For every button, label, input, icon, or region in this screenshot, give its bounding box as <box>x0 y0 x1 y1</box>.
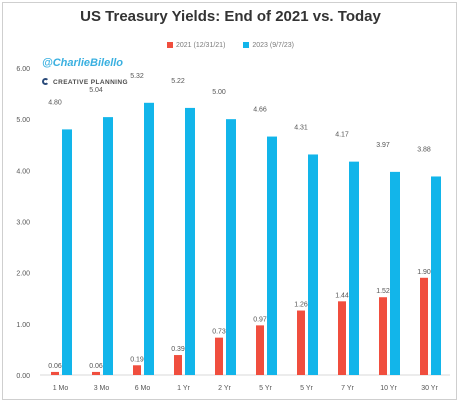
bar-2021 <box>379 297 387 375</box>
data-label-2021: 0.97 <box>253 316 267 323</box>
bar-2023 <box>185 107 195 375</box>
legend-item-2023: 2023 (9/7/23) <box>243 42 294 49</box>
data-label-2021: 1.26 <box>294 302 308 309</box>
y-tick-label: 5.00 <box>16 117 30 124</box>
bar-2021 <box>297 310 305 375</box>
y-tick-label: 1.00 <box>16 322 30 329</box>
brand-logo: CREATIVE PLANNING <box>42 78 128 86</box>
data-label-2021: 0.06 <box>48 363 62 370</box>
y-tick-label: 3.00 <box>16 220 30 227</box>
chart-legend: 2021 (12/31/21) 2023 (9/7/23) <box>0 42 461 49</box>
x-tick-label: 3 Mo <box>94 385 110 392</box>
data-label-2021: 1.90 <box>417 269 431 276</box>
data-label-2021: 0.06 <box>89 363 103 370</box>
bar-2023 <box>144 102 154 375</box>
data-label-2021: 1.44 <box>335 292 349 299</box>
data-label-2023: 4.66 <box>253 107 267 114</box>
bar-2021 <box>133 365 141 375</box>
legend-label-2023: 2023 (9/7/23) <box>252 42 295 49</box>
x-tick-label: 2 Yr <box>218 385 231 392</box>
bar-2021 <box>92 371 100 375</box>
data-label-2023: 5.00 <box>212 89 226 96</box>
data-label-2021: 0.73 <box>212 329 226 336</box>
x-tick-label: 7 Yr <box>341 385 354 392</box>
bar-2023 <box>103 117 113 376</box>
bar-2023 <box>226 119 236 376</box>
bar-2021 <box>420 277 428 375</box>
data-label-2023: 5.04 <box>89 87 103 94</box>
data-label-2023: 5.22 <box>171 78 185 85</box>
x-tick-label: 1 Yr <box>177 385 190 392</box>
data-label-2023: 4.80 <box>48 99 62 106</box>
x-tick-label: 30 Yr <box>421 385 438 392</box>
y-tick-label: 4.00 <box>16 168 30 175</box>
legend-swatch-2023 <box>243 42 250 48</box>
legend-label-2021: 2021 (12/31/21) <box>175 42 226 49</box>
bar-2023 <box>308 154 318 375</box>
x-tick-label: 6 Mo <box>135 385 151 392</box>
y-tick-label: 2.00 <box>16 271 30 278</box>
data-label-2023: 3.97 <box>376 142 390 149</box>
bar-2021 <box>51 371 59 375</box>
chart-title: US Treasury Yields: End of 2021 vs. Toda… <box>80 8 381 25</box>
data-label-2023: 4.17 <box>335 132 349 139</box>
legend-item-2021: 2021 (12/31/21) <box>166 42 226 49</box>
bar-2023 <box>267 136 277 375</box>
bar-2023 <box>390 171 400 375</box>
data-label-2023: 3.88 <box>417 146 431 153</box>
legend-swatch-2021 <box>166 42 173 48</box>
data-label-2023: 5.32 <box>130 73 144 80</box>
bar-2023 <box>349 161 359 375</box>
y-tick-label: 0.00 <box>16 373 30 380</box>
bar-2023 <box>431 176 441 375</box>
x-tick-label: 5 Yr <box>300 385 313 392</box>
y-tick-label: 6.00 <box>16 66 30 73</box>
data-label-2021: 0.39 <box>171 346 185 353</box>
x-tick-label: 5 Yr <box>259 385 272 392</box>
bar-2021 <box>338 301 346 375</box>
bar-2021 <box>174 355 182 375</box>
creative-planning-logo-icon <box>42 78 49 85</box>
bar-2021 <box>215 337 223 375</box>
x-tick-label: 10 Yr <box>380 385 397 392</box>
data-label-2021: 0.19 <box>130 356 144 363</box>
data-label-2023: 4.31 <box>294 124 308 131</box>
x-tick-label: 1 Mo <box>53 385 69 392</box>
brand-name: CREATIVE PLANNING <box>53 79 128 86</box>
data-label-2021: 1.52 <box>376 288 390 295</box>
author-handle: @CharlieBilello <box>42 57 124 69</box>
bar-2023 <box>62 129 72 375</box>
bar-2021 <box>256 325 264 375</box>
